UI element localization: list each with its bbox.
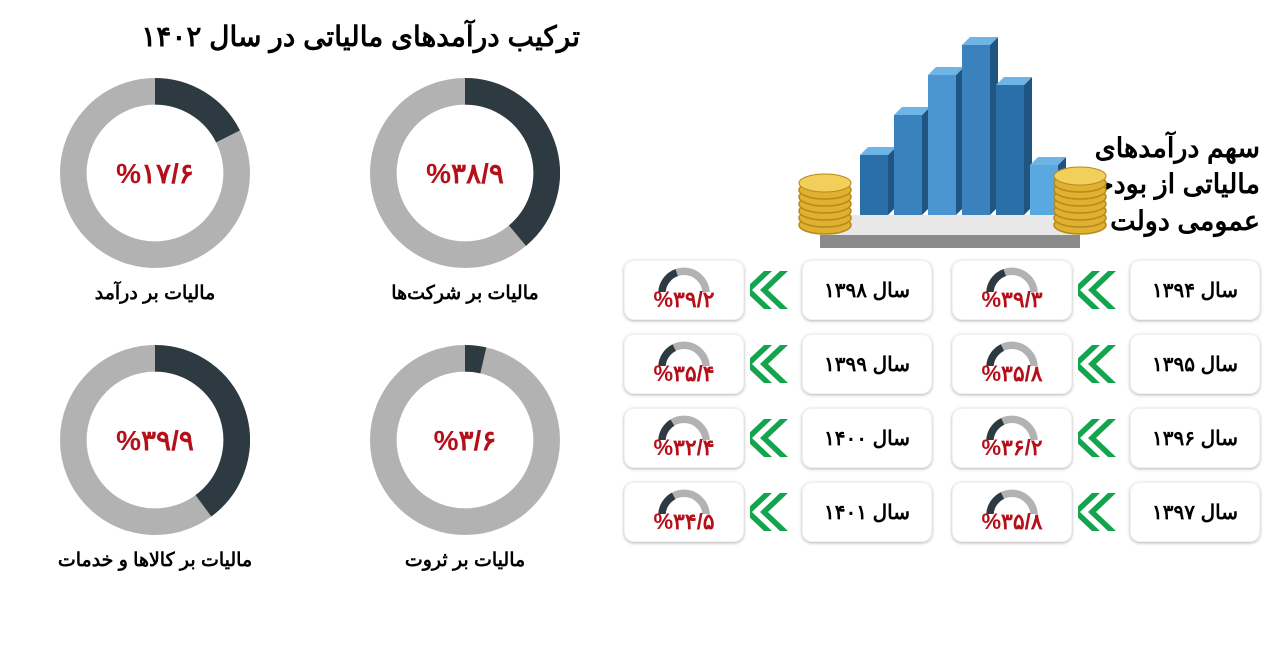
donut-chart: %۱۷/۶	[60, 78, 250, 268]
donut-pct: %۳۸/۹	[370, 78, 560, 268]
year-item: سال ۱۳۹۴ %۳۹/۳	[952, 260, 1260, 320]
year-label-box: سال ۱۳۹۶	[1130, 408, 1260, 468]
value-text: %۳۶/۲	[981, 435, 1042, 461]
composition-title: ترکیب درآمدهای مالیاتی در سال ۱۴۰۲	[30, 20, 590, 53]
year-label-box: سال ۱۳۹۵	[1130, 334, 1260, 394]
year-item: سال ۱۳۹۷ %۳۵/۸	[952, 482, 1260, 542]
donut-cell: %۳۸/۹ مالیات بر شرکت‌ها	[340, 78, 590, 305]
value-box: %۳۵/۴	[624, 334, 744, 394]
year-grid: سال ۱۳۹۴%۳۹/۳سال ۱۳۹۸%۳۹/۲سال ۱۳۹۵%۳۵/۸س…	[630, 260, 1260, 542]
donut-pct: %۱۷/۶	[60, 78, 250, 268]
donut-pct: %۳/۶	[370, 345, 560, 535]
year-item: سال ۱۳۹۹ %۳۵/۴	[624, 334, 932, 394]
chevron-left-icon	[1078, 415, 1124, 461]
donut-cell: %۳/۶ مالیات بر ثروت	[340, 345, 590, 572]
donut-chart: %۳/۶	[370, 345, 560, 535]
year-item: سال ۱۳۹۸ %۳۹/۲	[624, 260, 932, 320]
donut-cell: %۳۹/۹ مالیات بر کالاها و خدمات	[30, 345, 280, 572]
year-label-box: سال ۱۴۰۱	[802, 482, 932, 542]
chevron-left-icon	[750, 341, 796, 387]
chevron-left-icon	[750, 267, 796, 313]
year-item: سال ۱۳۹۶ %۳۶/۲	[952, 408, 1260, 468]
value-box: %۳۶/۲	[952, 408, 1072, 468]
year-item: سال ۱۴۰۰ %۳۲/۴	[624, 408, 932, 468]
year-label-box: سال ۱۳۹۴	[1130, 260, 1260, 320]
value-box: %۳۲/۴	[624, 408, 744, 468]
value-box: %۳۵/۸	[952, 482, 1072, 542]
year-label-box: سال ۱۳۹۹	[802, 334, 932, 394]
chevron-left-icon	[1078, 489, 1124, 535]
year-item: سال ۱۳۹۵ %۳۵/۸	[952, 334, 1260, 394]
donut-label: مالیات بر ثروت	[340, 549, 590, 572]
chevron-left-icon	[1078, 267, 1124, 313]
composition-panel: ترکیب درآمدهای مالیاتی در سال ۱۴۰۲ %۳۸/۹…	[30, 20, 590, 572]
value-box: %۳۴/۵	[624, 482, 744, 542]
value-box: %۳۹/۳	[952, 260, 1072, 320]
value-text: %۳۹/۲	[653, 287, 714, 313]
bar-chart-illustration-icon	[780, 0, 1120, 250]
donut-label: مالیات بر کالاها و خدمات	[30, 549, 280, 572]
year-label-box: سال ۱۳۹۷	[1130, 482, 1260, 542]
donut-chart: %۳۹/۹	[60, 345, 250, 535]
chevron-left-icon	[750, 489, 796, 535]
value-text: %۳۴/۵	[653, 509, 714, 535]
donut-grid: %۳۸/۹ مالیات بر شرکت‌ها %۱۷/۶ مالیات بر …	[30, 78, 590, 572]
value-text: %۳۹/۳	[981, 287, 1042, 313]
chevron-left-icon	[750, 415, 796, 461]
donut-pct: %۳۹/۹	[60, 345, 250, 535]
value-box: %۳۹/۲	[624, 260, 744, 320]
year-label-box: سال ۱۴۰۰	[802, 408, 932, 468]
donut-chart: %۳۸/۹	[370, 78, 560, 268]
value-text: %۳۲/۴	[653, 435, 714, 461]
donut-cell: %۱۷/۶ مالیات بر درآمد	[30, 78, 280, 305]
year-label-box: سال ۱۳۹۸	[802, 260, 932, 320]
year-item: سال ۱۴۰۱ %۳۴/۵	[624, 482, 932, 542]
value-text: %۳۵/۴	[653, 361, 714, 387]
value-box: %۳۵/۸	[952, 334, 1072, 394]
donut-label: مالیات بر شرکت‌ها	[340, 282, 590, 305]
chevron-left-icon	[1078, 341, 1124, 387]
donut-label: مالیات بر درآمد	[30, 282, 280, 305]
value-text: %۳۵/۸	[981, 509, 1042, 535]
value-text: %۳۵/۸	[981, 361, 1042, 387]
